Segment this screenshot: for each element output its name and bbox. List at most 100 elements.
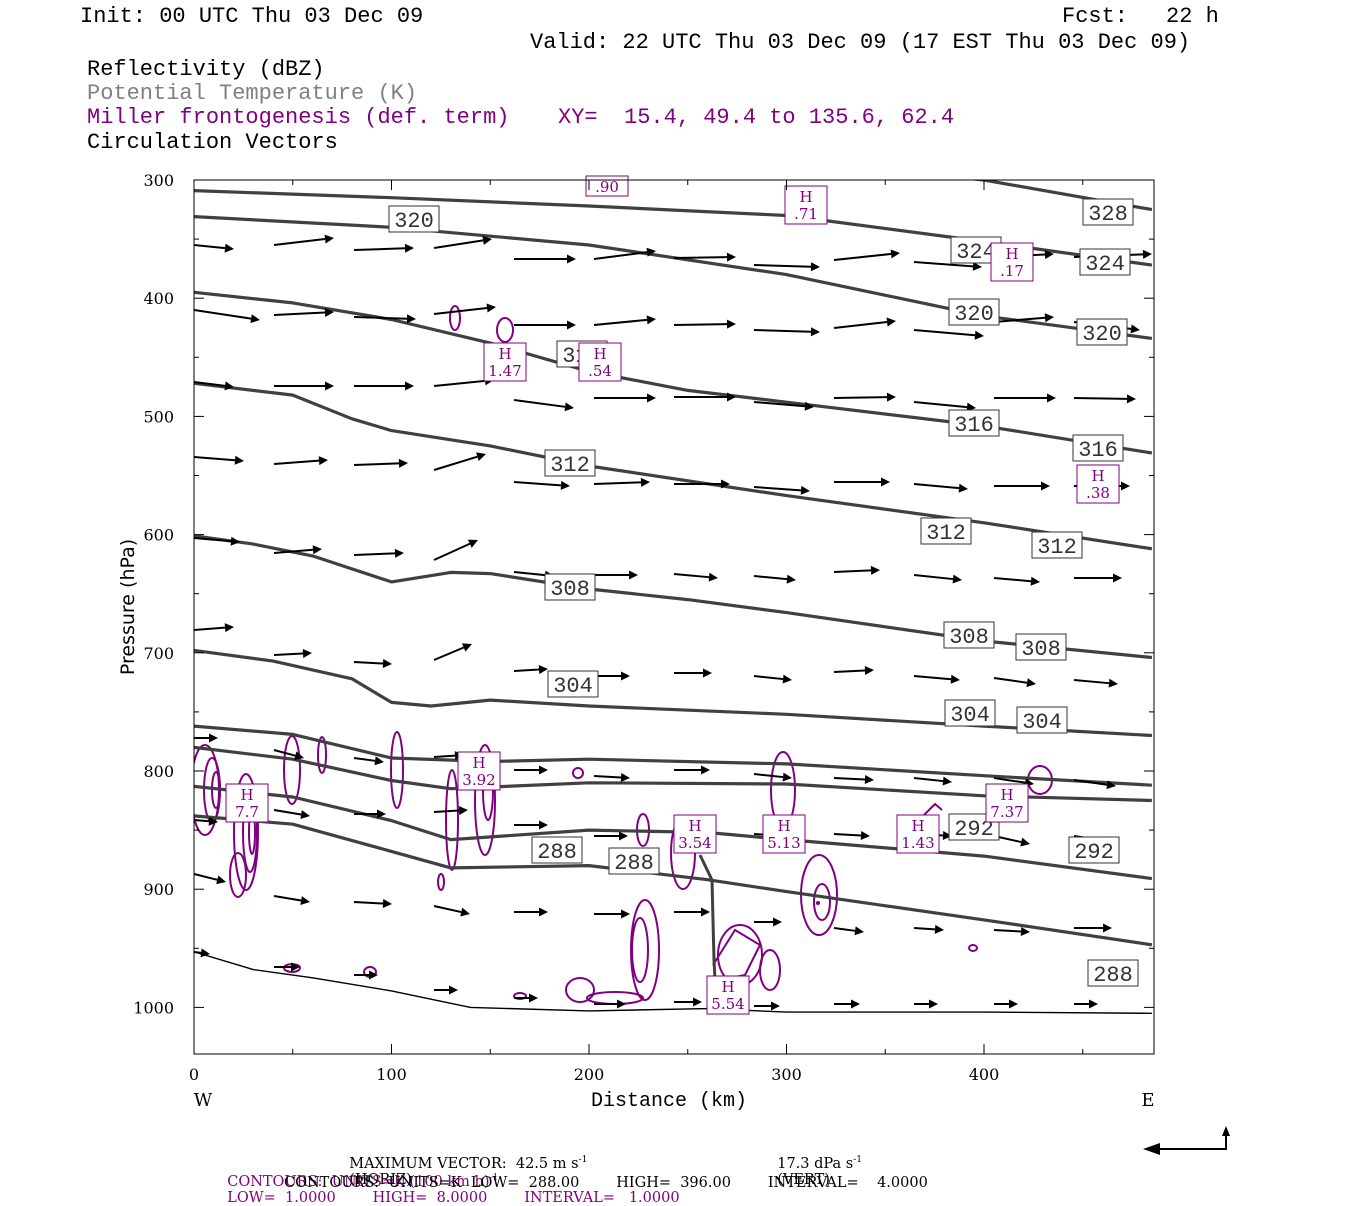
- vector-head: [1026, 678, 1036, 688]
- legend-xy-range: XY= 15.4, 49.4 to 135.6, 62.4: [558, 105, 955, 130]
- theta-label-text: 292: [1074, 840, 1114, 865]
- vector-head: [617, 999, 626, 1009]
- circulation-vector: [754, 917, 782, 927]
- vector-head: [1044, 249, 1054, 259]
- circulation-vector: [1073, 394, 1136, 404]
- frontogenesis-contour: [759, 949, 781, 991]
- vector-shaft: [913, 777, 944, 783]
- vector-head: [382, 659, 392, 669]
- max-vector-vert-value: 17.3 dPa s: [777, 1155, 854, 1172]
- vector-head: [382, 899, 392, 909]
- circulation-vector: [353, 458, 408, 468]
- max-label-value: .54: [588, 362, 612, 380]
- x-tick-label: 0: [189, 1065, 199, 1084]
- vector-head: [460, 907, 470, 917]
- circulation-vector: [273, 234, 334, 246]
- frontogenesis-contour: [496, 317, 514, 343]
- vector-head: [929, 999, 938, 1009]
- circulation-vector: [1073, 678, 1118, 688]
- circulation-vector: [353, 548, 404, 558]
- max-label-box: [784, 185, 828, 225]
- circulation-vector: [514, 907, 548, 917]
- circulation-vector: [514, 820, 548, 830]
- circulation-vector: [514, 320, 576, 330]
- circulation-vector: [674, 392, 736, 402]
- vector-head: [1113, 573, 1122, 583]
- max-label-letter: H: [593, 345, 606, 363]
- circulation-vector: [593, 247, 656, 260]
- frontogenesis-max-label: H1.47: [483, 342, 527, 382]
- max-label-value: 7.7: [235, 803, 259, 821]
- theta-label-box: [544, 449, 596, 477]
- max-label-value: 3.54: [678, 834, 711, 852]
- circulation-vector: [353, 243, 414, 253]
- circulation-vector: [994, 999, 1018, 1009]
- vector-head: [300, 810, 310, 819]
- max-label-box: [673, 814, 717, 854]
- theta-label-box: [1079, 248, 1131, 276]
- circulation-vector: [593, 773, 630, 782]
- vector-head: [404, 243, 414, 253]
- vector-head: [620, 773, 630, 782]
- frontogenesis-max-label: H3.92: [457, 751, 501, 791]
- circulation-vector: [194, 948, 210, 958]
- vector-head: [538, 665, 548, 675]
- max-label-box: [706, 975, 750, 1015]
- vector-shaft: [593, 481, 642, 485]
- vector-shaft: [593, 251, 648, 260]
- frontogenesis-max-label: H.54: [578, 342, 622, 382]
- circulation-vector: [673, 572, 718, 582]
- vector-shaft: [194, 626, 226, 631]
- vector-shaft: [753, 575, 788, 581]
- circulation-vector: [353, 756, 384, 766]
- theta-label-text: 320: [1082, 322, 1122, 347]
- circulation-vector: [194, 623, 234, 633]
- y-tick-label: 600: [143, 526, 174, 545]
- theta-label: 312: [1031, 531, 1083, 560]
- east-label: E: [1141, 1090, 1154, 1111]
- y-tick-label: 400: [143, 289, 174, 308]
- x-tick-label: 200: [574, 1065, 605, 1084]
- vector-head: [1044, 313, 1054, 323]
- vector-shaft: [194, 873, 218, 881]
- max-vector-horiz-tag: (HORIZ): [349, 1171, 412, 1188]
- vector-head: [294, 751, 304, 761]
- vector-head: [458, 806, 468, 816]
- theta-label-box: [1076, 318, 1128, 346]
- vector-head: [224, 243, 234, 253]
- vector-head: [782, 674, 792, 684]
- vector-shaft: [913, 675, 952, 681]
- vector-shaft: [353, 661, 384, 665]
- theta-label-box: [531, 836, 583, 864]
- theta-line-308: [194, 534, 1153, 660]
- vector-shaft: [913, 401, 968, 409]
- vector-head: [324, 234, 334, 244]
- circulation-vector: [753, 485, 810, 495]
- circulation-vector: [194, 381, 234, 391]
- theta-label: 308: [943, 621, 995, 650]
- vector-head: [1030, 576, 1040, 586]
- circulation-vector: [194, 243, 234, 253]
- vector-head: [369, 970, 378, 980]
- circulation-vector: [833, 775, 874, 785]
- vector-head: [621, 671, 630, 681]
- vector-shaft: [433, 754, 456, 758]
- legend-vectors: Circulation Vectors: [87, 130, 338, 155]
- max-label-box: [483, 342, 527, 382]
- circulation-vector: [594, 831, 628, 841]
- circulation-vector: [273, 809, 310, 819]
- circulation-vector: [913, 401, 976, 412]
- theta-label-text: 308: [550, 577, 590, 602]
- vector-head: [291, 962, 300, 972]
- max-label-box: [985, 783, 1029, 823]
- theta-label-box: [1015, 633, 1067, 661]
- theta-label-text: 304: [553, 674, 593, 699]
- plot-frame: [193, 179, 1155, 1055]
- frontogenesis-contour: [712, 928, 762, 981]
- circulation-vector: [513, 480, 570, 490]
- vector-head: [394, 548, 404, 558]
- vector-shaft: [273, 652, 304, 656]
- theta-line-316: [194, 290, 1153, 455]
- init-time: Init: 00 UTC Thu 03 Dec 09: [80, 4, 424, 29]
- max-label-value: .90: [595, 178, 619, 196]
